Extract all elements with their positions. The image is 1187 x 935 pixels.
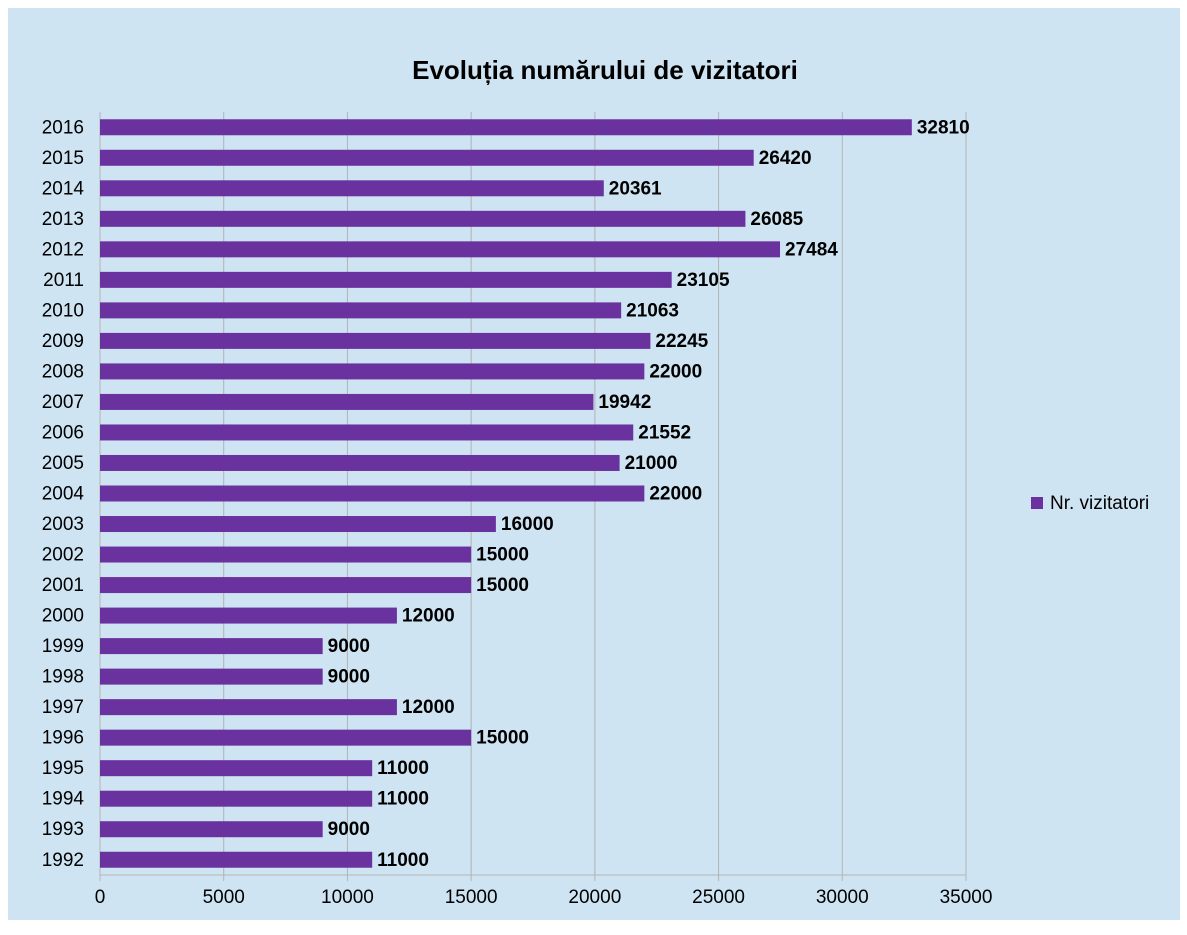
y-tick-label: 2000 [42,606,84,627]
bar [100,546,472,563]
bar [100,729,472,746]
bar [100,699,397,716]
x-tick-label: 10000 [321,887,374,908]
y-tick-label: 1992 [42,850,84,871]
data-label: 9000 [328,667,370,688]
bar [100,424,634,441]
data-label: 21063 [626,300,679,321]
legend-label: Nr. vizitatori [1050,493,1149,514]
bar [100,180,604,197]
bar [100,790,373,807]
y-tick-label: 2001 [42,575,84,596]
bar [100,638,323,655]
y-tick-label: 2016 [42,117,84,138]
data-label: 22000 [649,484,702,505]
y-tick-label: 1999 [42,636,84,657]
y-tick-label: 2011 [43,270,84,291]
bar [100,241,781,258]
data-label: 12000 [402,606,455,627]
x-tick-label: 0 [95,887,106,908]
bar [100,668,323,685]
bar [100,302,622,319]
y-tick-label: 2012 [42,239,84,260]
bar [100,607,397,624]
legend-swatch [1031,497,1043,509]
x-tick-label: 5000 [203,887,245,908]
bar [100,271,672,288]
data-label: 15000 [476,575,529,596]
bar [100,393,594,410]
y-tick-label: 2005 [42,453,84,474]
y-tick-label: 1995 [42,758,84,779]
x-tick-label: 30000 [816,887,869,908]
y-tick-label: 2009 [42,331,84,352]
data-label: 19942 [598,392,651,413]
bar [100,119,912,136]
bar [100,516,496,533]
data-label: 12000 [402,697,455,718]
bar [100,454,620,471]
data-label: 22000 [649,361,702,382]
data-label: 27484 [785,239,838,260]
y-tick-label: 2015 [42,148,84,169]
y-tick-label: 2013 [42,209,84,230]
data-label: 15000 [476,728,529,749]
y-tick-label: 2003 [42,514,84,535]
data-label: 21552 [638,422,691,443]
bar [100,577,472,594]
bar [100,210,746,227]
data-label: 11000 [377,789,429,810]
data-label: 11000 [377,850,429,871]
data-label: 9000 [328,819,370,840]
data-label: 32810 [917,117,970,138]
y-tick-label: 1997 [42,697,84,718]
x-tick-label: 25000 [692,887,745,908]
y-tick-label: 1994 [42,789,85,810]
data-label: 22245 [655,331,708,352]
y-tick-label: 2004 [42,484,85,505]
x-tick-label: 20000 [568,887,621,908]
chart-title: Evoluția numărului de vizitatori [412,55,798,85]
data-label: 23105 [677,270,730,291]
y-tick-label: 2008 [42,361,84,382]
bar [100,821,323,838]
y-tick-label: 2006 [42,422,84,443]
x-tick-label: 15000 [445,887,498,908]
y-tick-label: 2002 [42,545,84,566]
bar [100,332,651,349]
data-label: 16000 [501,514,554,535]
bar [100,760,373,777]
y-tick-label: 2007 [42,392,84,413]
data-label: 20361 [609,178,662,199]
bar [100,149,754,166]
x-tick-label: 35000 [940,887,993,908]
y-tick-label: 2010 [42,300,84,321]
data-label: 26085 [750,209,803,230]
data-label: 9000 [328,636,370,657]
bar [100,363,645,380]
bar [100,485,645,502]
data-label: 26420 [759,148,812,169]
y-tick-label: 1993 [42,819,84,840]
y-tick-label: 1998 [42,667,84,688]
data-label: 15000 [476,545,529,566]
y-tick-label: 2014 [42,178,85,199]
data-label: 21000 [625,453,678,474]
data-label: 11000 [377,758,429,779]
bar [100,851,373,868]
y-tick-label: 1996 [42,728,84,749]
